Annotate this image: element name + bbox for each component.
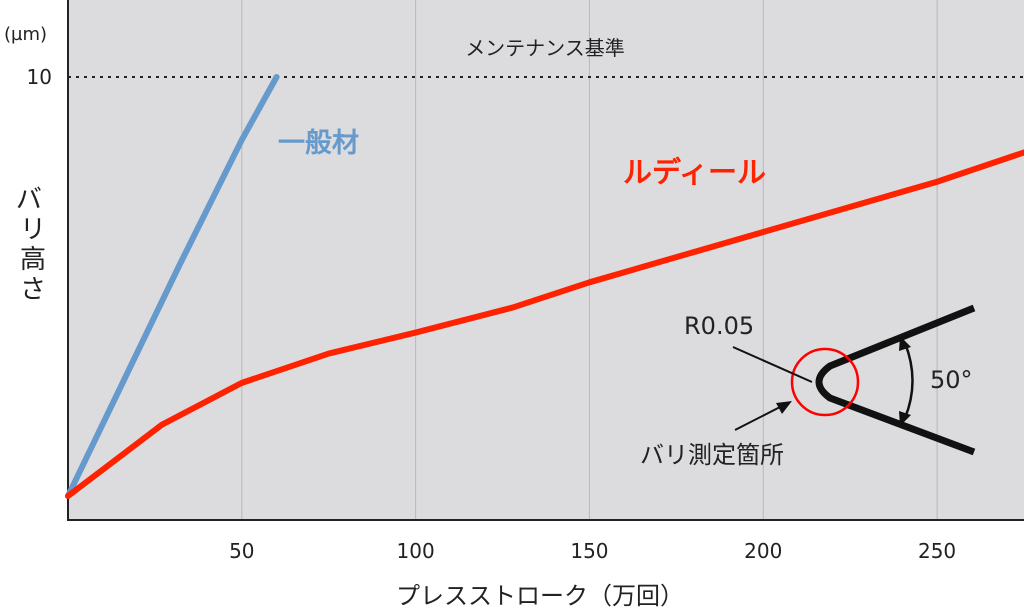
- x-tick-label: 100: [397, 539, 435, 563]
- measure-leader-line: [734, 406, 781, 431]
- measure-arrow-icon: [776, 401, 792, 414]
- x-axis-title: プレスストローク（万回）: [396, 582, 684, 610]
- x-tick-label: 150: [570, 539, 608, 563]
- series-label-ippanzai: 一般材: [278, 127, 359, 159]
- x-tick-label: 250: [918, 539, 956, 563]
- angle-arc-icon: [903, 342, 914, 419]
- tool-edge-inset: 50° R0.05 バリ測定箇所: [640, 304, 976, 469]
- series-label-rudeal: ルディール: [623, 155, 766, 189]
- angle-label: 50°: [930, 366, 973, 394]
- plot-background: [68, 0, 1024, 520]
- maintenance-reference-label: メンテナンス基準: [465, 36, 625, 60]
- angle-arrow-bottom-icon: [899, 411, 911, 426]
- series-line-1: [65, 149, 1024, 499]
- y-unit-label: (µm): [4, 24, 47, 45]
- radius-leader-line: [732, 346, 813, 383]
- y-tick-label: 10: [27, 65, 52, 89]
- angle-arrow-top-icon: [899, 336, 911, 351]
- x-tick-label: 200: [744, 539, 782, 563]
- x-tick-label: 50: [229, 539, 254, 563]
- measure-location-label: バリ測定箇所: [640, 441, 784, 469]
- y-axis-title: バ リ高さ: [16, 185, 50, 305]
- tool-edge-shape: [815, 304, 976, 456]
- radius-label: R0.05: [684, 312, 754, 340]
- series-line-0: [65, 74, 280, 499]
- measure-point-circle: [790, 347, 860, 417]
